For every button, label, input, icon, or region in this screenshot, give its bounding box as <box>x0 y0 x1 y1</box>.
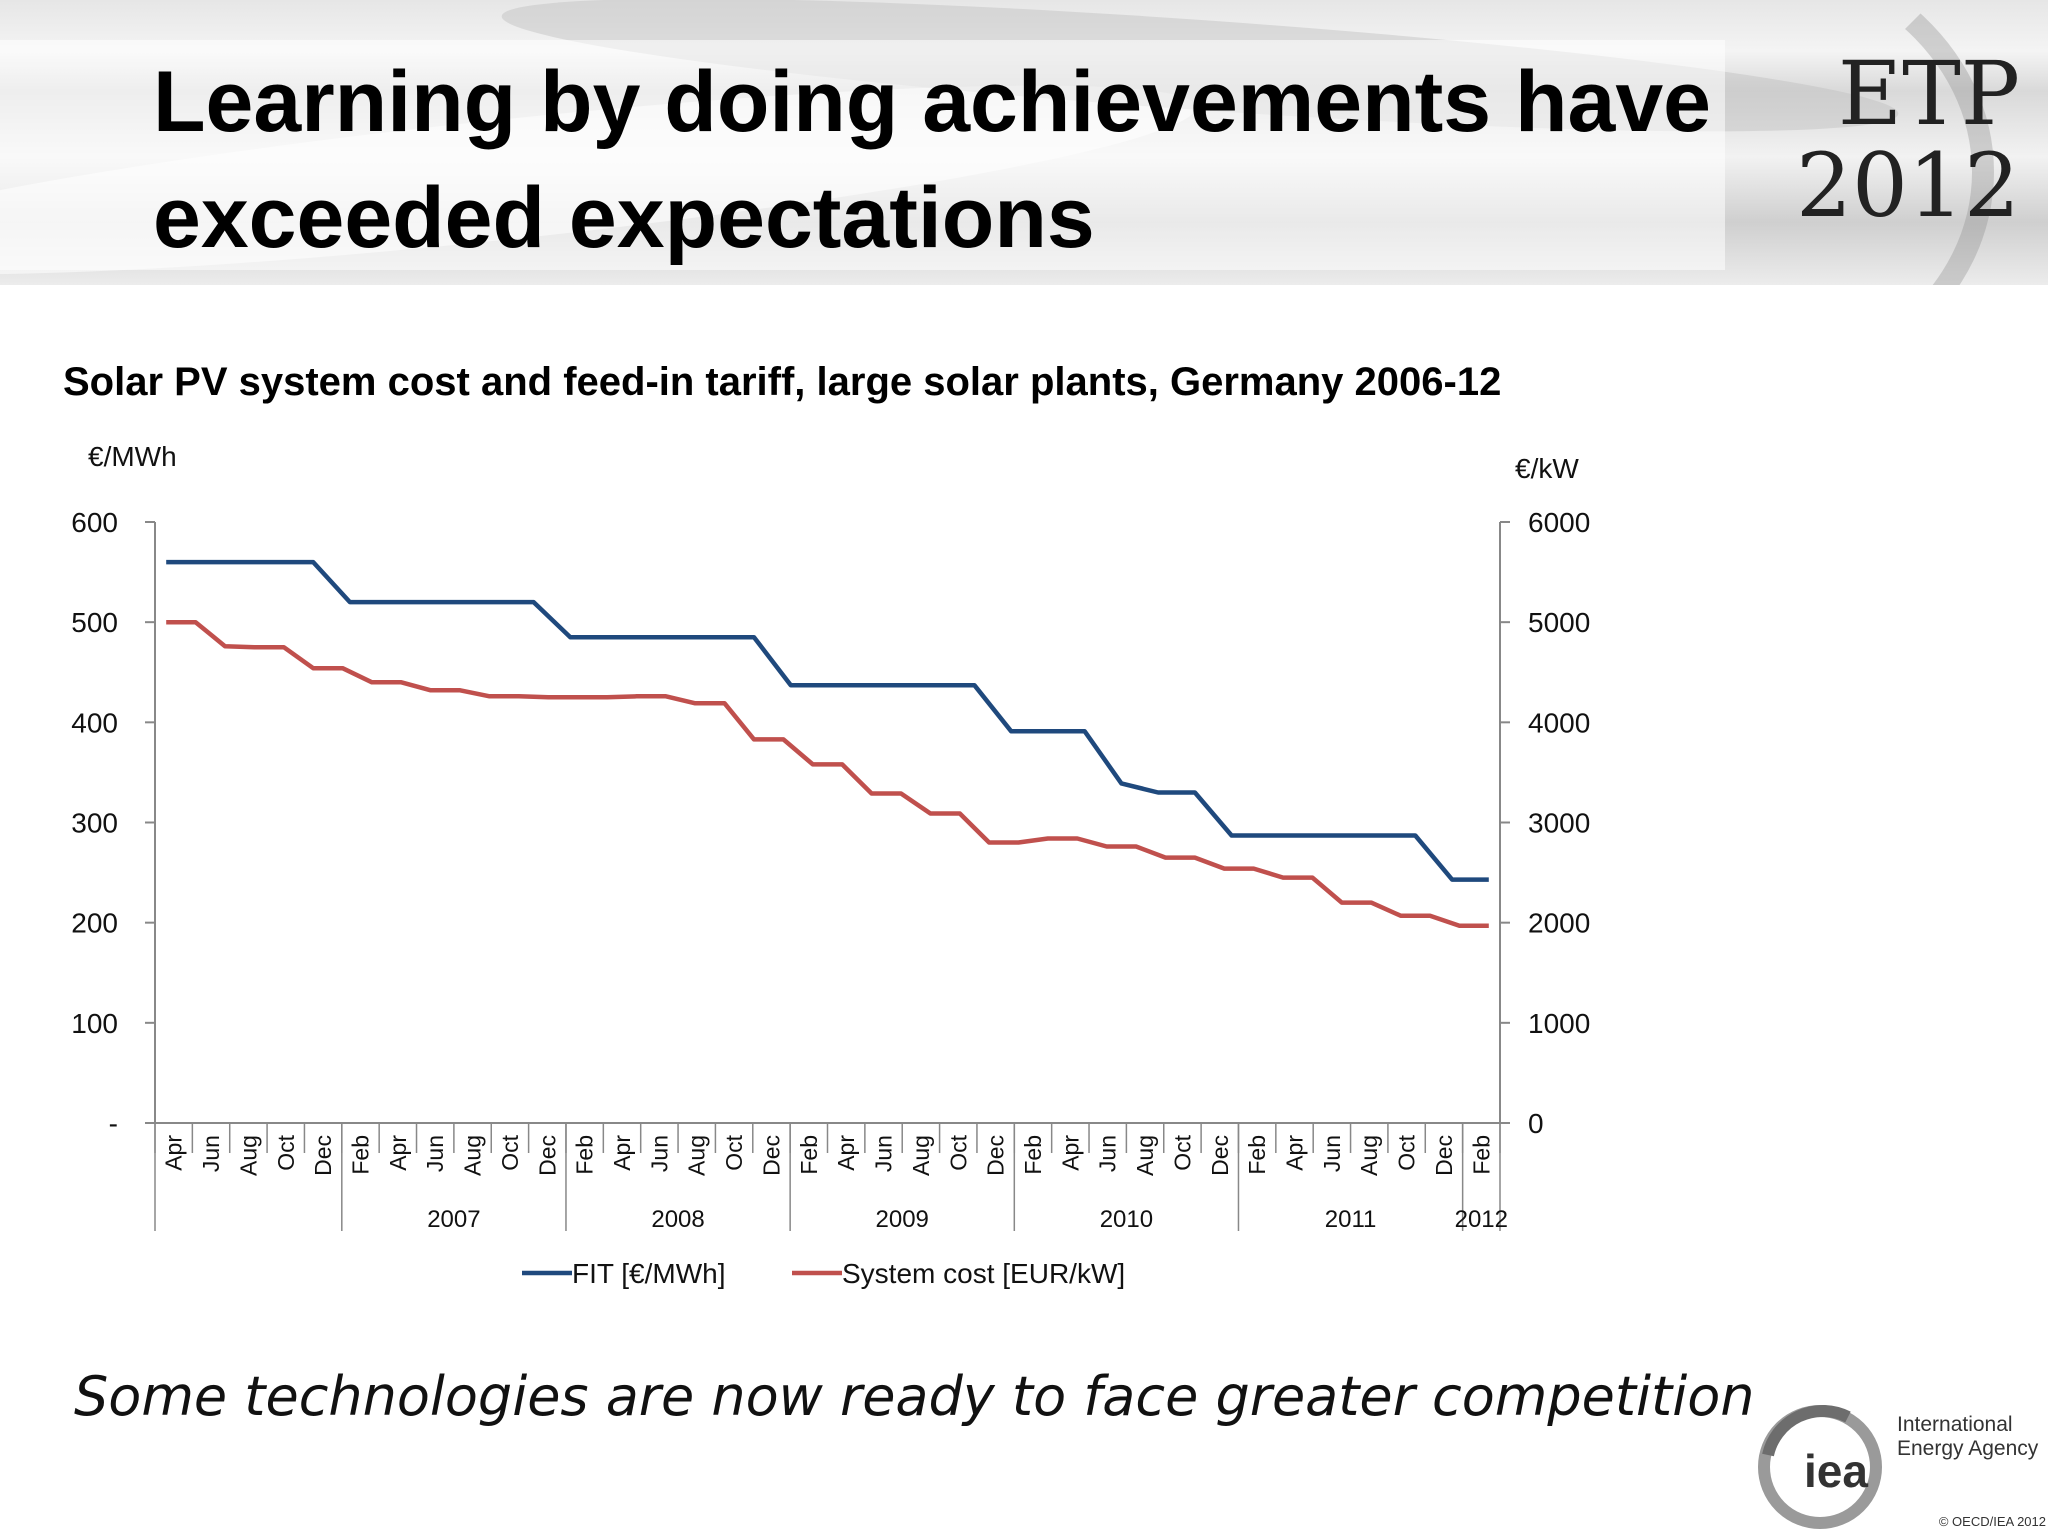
legend-label: System cost [EUR/kW] <box>842 1258 1125 1289</box>
x-month-label: Dec <box>758 1135 784 1176</box>
x-month-label: Apr <box>161 1135 187 1171</box>
x-year-label: 2009 <box>876 1206 929 1233</box>
etp-logo: ETP 2012 <box>1740 48 2020 232</box>
y-tick-label-left: 400 <box>71 707 118 738</box>
iea-logo: iea <box>1758 1405 1882 1529</box>
x-month-label: Feb <box>1244 1135 1270 1175</box>
x-year-label: 2011 <box>1325 1206 1377 1233</box>
chart-title: Solar PV system cost and feed-in tariff,… <box>63 360 1502 404</box>
x-month-label: Apr <box>1057 1135 1083 1171</box>
y-tick-label-left: 300 <box>71 808 118 839</box>
x-month-label: Jun <box>422 1135 448 1172</box>
x-month-label: Apr <box>833 1135 859 1171</box>
y-axis-right-label: €/kW <box>1515 453 1579 484</box>
x-month-label: Feb <box>1020 1135 1046 1175</box>
y-tick-label-right: 4000 <box>1528 707 1590 738</box>
x-month-label: Aug <box>460 1135 486 1176</box>
y-axis-left-label: €/MWh <box>88 441 177 472</box>
y-tick-label-right: 6000 <box>1528 507 1590 538</box>
copyright: © OECD/IEA 2012 <box>1938 1514 2046 1529</box>
x-month-label: Dec <box>1207 1135 1233 1176</box>
x-month-label: Oct <box>1169 1134 1195 1170</box>
y-tick-label-left: 200 <box>71 908 118 939</box>
x-year-label: 2007 <box>427 1206 480 1233</box>
x-month-label: Aug <box>1356 1135 1382 1176</box>
x-month-label: Jun <box>646 1135 672 1172</box>
y-tick-label-right: 0 <box>1528 1108 1544 1139</box>
x-month-label: Jun <box>1319 1135 1345 1172</box>
etp-logo-line2: 2012 <box>1796 134 2020 237</box>
x-month-label: Aug <box>684 1135 710 1176</box>
y-tick-label-right: 2000 <box>1528 908 1590 939</box>
y-tick-label-left: 100 <box>71 1008 118 1039</box>
x-month-label: Aug <box>235 1135 261 1176</box>
x-month-label: Feb <box>1468 1135 1494 1175</box>
x-month-label: Jun <box>1095 1135 1121 1172</box>
x-month-label: Apr <box>609 1135 635 1171</box>
x-year-label: 2008 <box>651 1206 704 1233</box>
legend-label: FIT [€/MWh] <box>572 1258 726 1289</box>
series-line-0 <box>166 559 1489 882</box>
iea-name-line1: International <box>1897 1413 2013 1436</box>
series-line-1 <box>166 619 1489 928</box>
x-month-label: Oct <box>497 1134 523 1170</box>
x-month-label: Oct <box>945 1134 971 1170</box>
x-month-label: Jun <box>198 1135 224 1172</box>
x-month-label: Apr <box>1282 1135 1308 1171</box>
x-month-label: Feb <box>796 1135 822 1175</box>
x-month-label: Oct <box>273 1134 299 1170</box>
x-year-label: 2010 <box>1100 1206 1153 1233</box>
y-tick-label-left: 600 <box>71 507 118 538</box>
y-tick-label-right: 5000 <box>1528 607 1590 638</box>
x-month-label: Dec <box>310 1135 336 1176</box>
x-month-label: Aug <box>908 1135 934 1176</box>
y-tick-label-left: - <box>109 1108 118 1139</box>
x-year-label: 2012 <box>1455 1206 1508 1233</box>
y-tick-label-right: 3000 <box>1528 808 1590 839</box>
x-month-label: Feb <box>572 1135 598 1175</box>
y-tick-label-right: 1000 <box>1528 1008 1590 1039</box>
x-month-label: Aug <box>1132 1135 1158 1176</box>
iea-name: International Energy Agency <box>1897 1413 2047 1461</box>
x-month-label: Oct <box>1394 1134 1420 1170</box>
x-month-label: Dec <box>534 1135 560 1176</box>
x-month-label: Oct <box>721 1134 747 1170</box>
x-month-label: Dec <box>983 1135 1009 1176</box>
iea-logo-text: iea <box>1804 1445 1868 1497</box>
etp-logo-line1: ETP <box>1837 42 2020 145</box>
title-panel <box>0 40 1725 270</box>
x-month-label: Apr <box>385 1135 411 1171</box>
x-month-label: Dec <box>1431 1135 1457 1176</box>
slide-subtitle: Some technologies are now ready to face … <box>74 1365 1755 1428</box>
x-month-label: Jun <box>871 1135 897 1172</box>
x-month-label: Feb <box>347 1135 373 1175</box>
y-tick-label-left: 500 <box>71 607 118 638</box>
slide-title: Learning by doing achievements have exce… <box>153 54 1711 266</box>
iea-name-line2: Energy Agency <box>1897 1437 2039 1460</box>
